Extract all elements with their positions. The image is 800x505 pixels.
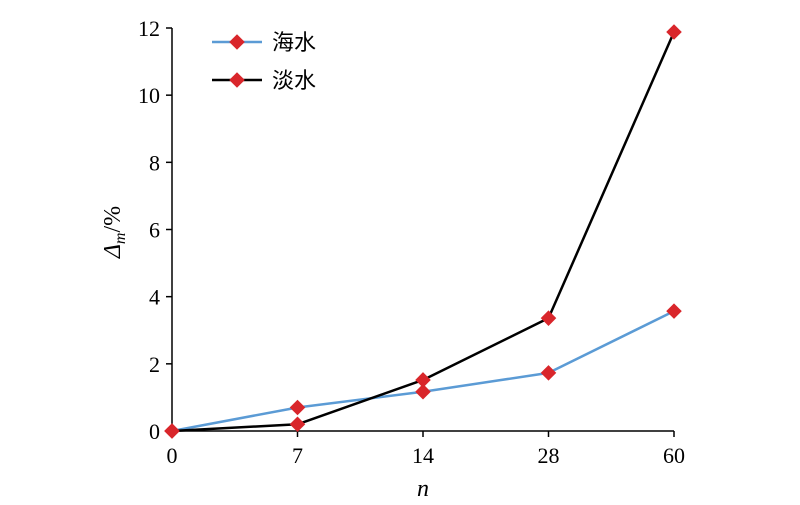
x-tick-label-1: 7 xyxy=(292,443,303,468)
series-1-point-0 xyxy=(164,423,180,439)
y-ticks: 0 2 4 6 8 10 12 xyxy=(138,16,172,444)
legend: 海水 淡水 xyxy=(212,31,316,94)
series-1-point-3 xyxy=(540,310,557,326)
x-tick-label-3: 28 xyxy=(538,443,560,468)
y-tick-label-6: 12 xyxy=(138,16,160,41)
x-axis-title: n xyxy=(417,476,429,502)
y-axis-title-sub: m xyxy=(112,233,129,245)
legend-item-0: 海水 xyxy=(212,31,316,56)
y-tick-label-4: 8 xyxy=(149,150,160,175)
series-line-0 xyxy=(171,309,675,433)
y-tick-label-0: 0 xyxy=(149,419,160,444)
series-0-point-4 xyxy=(666,303,682,319)
x-tick-label-2: 14 xyxy=(412,443,434,468)
y-tick-label-1: 2 xyxy=(149,352,160,377)
legend-label-1: 淡水 xyxy=(272,69,316,94)
series-0 xyxy=(164,303,682,439)
y-tick-label-2: 4 xyxy=(149,285,160,310)
legend-marker-1 xyxy=(229,72,245,88)
y-tick-label-3: 6 xyxy=(149,218,160,243)
series-1 xyxy=(164,24,682,439)
x-tick-label-0: 0 xyxy=(167,443,178,468)
y-axis-title-main: Δ xyxy=(100,244,126,259)
y-tick-label-5: 10 xyxy=(138,83,160,108)
legend-marker-0 xyxy=(229,34,245,50)
y-axis-title-unit: /% xyxy=(100,206,126,233)
y-axis-title: Δm/% xyxy=(100,206,129,259)
series-1-point-2 xyxy=(415,372,431,388)
axes: 0 2 4 6 8 10 12 0 7 14 28 60 xyxy=(138,16,685,468)
x-tick-label-4: 60 xyxy=(663,443,685,468)
series-0-point-1 xyxy=(289,399,306,416)
x-ticks: 0 7 14 28 60 xyxy=(167,431,685,468)
series-layer xyxy=(164,24,682,439)
series-1-point-1 xyxy=(289,416,306,433)
series-line-1 xyxy=(171,31,676,433)
series-1-point-4 xyxy=(666,24,682,40)
legend-item-1: 淡水 xyxy=(212,69,316,94)
series-0-point-3 xyxy=(540,365,557,381)
legend-label-0: 海水 xyxy=(272,31,316,56)
